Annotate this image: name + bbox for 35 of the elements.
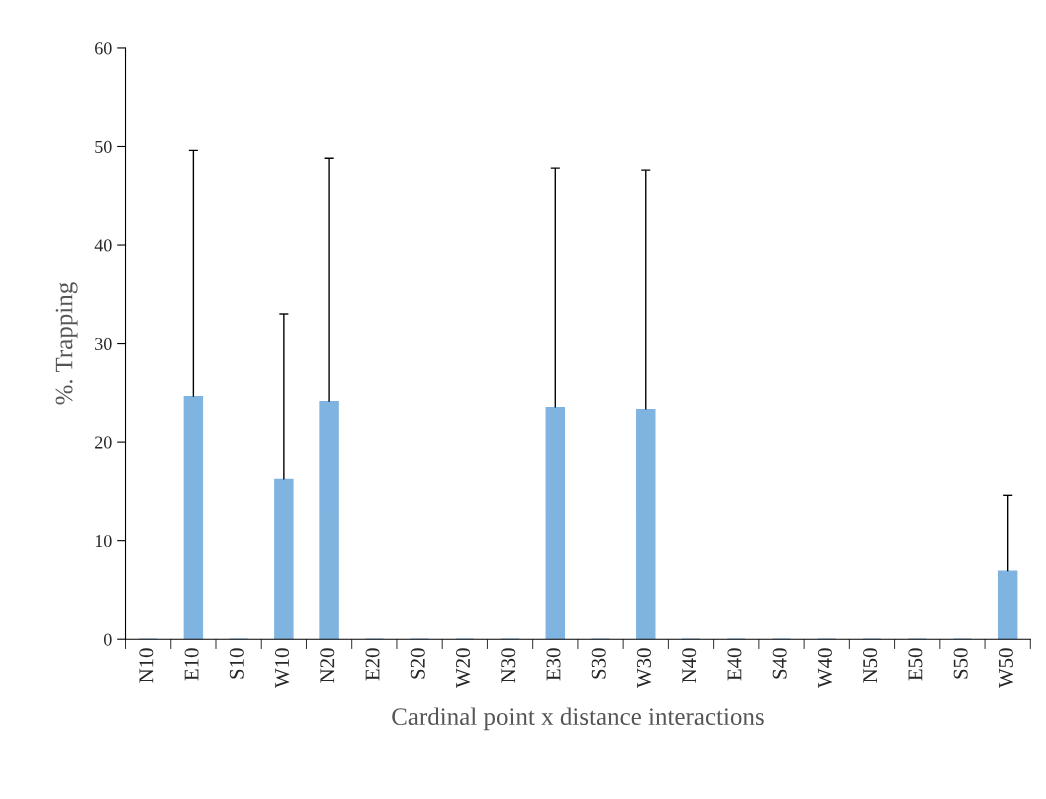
x-tick-label: W30: [636, 648, 652, 689]
y-tick-label: 50: [95, 140, 112, 153]
y-axis-title: %. Trapping: [55, 282, 78, 405]
y-tick-label: 30: [95, 337, 112, 351]
x-axis-title: Cardinal point x distance interactions: [392, 707, 764, 731]
x-tick-label: E20: [365, 648, 380, 681]
bar: [319, 401, 339, 640]
y-tick-label: 20: [95, 436, 112, 449]
x-tick-label: N10: [139, 648, 154, 683]
y-tick-label: 10: [95, 534, 112, 548]
y-tick-label: 40: [94, 239, 112, 252]
x-tick-label: E10: [184, 648, 199, 681]
y-tick-label: 0: [103, 633, 112, 646]
x-tick-label: N40: [682, 648, 697, 683]
x-tick-label: N30: [501, 648, 516, 683]
x-tick-label: E40: [727, 648, 742, 681]
bar: [636, 408, 656, 640]
bar: [183, 396, 204, 640]
x-tick-label: S20: [410, 648, 425, 679]
x-tick-label: W20: [455, 648, 471, 689]
x-tick-label: N50: [863, 648, 878, 683]
x-tick-label: W40: [817, 648, 833, 689]
x-tick-label: E30: [546, 648, 561, 681]
x-tick-label: S50: [953, 648, 968, 679]
x-tick-label: W50: [998, 648, 1014, 689]
x-tick-label: S30: [591, 648, 606, 679]
x-tick-label: N20: [320, 648, 335, 683]
x-tick-label: S10: [229, 648, 244, 679]
bar: [545, 406, 566, 640]
bar: [997, 570, 1018, 640]
x-tick-label: E50: [908, 648, 923, 681]
x-tick-label: W10: [275, 648, 290, 689]
x-tick-label: S40: [772, 648, 787, 679]
y-tick-label: 60: [95, 42, 112, 55]
bar: [274, 478, 294, 640]
